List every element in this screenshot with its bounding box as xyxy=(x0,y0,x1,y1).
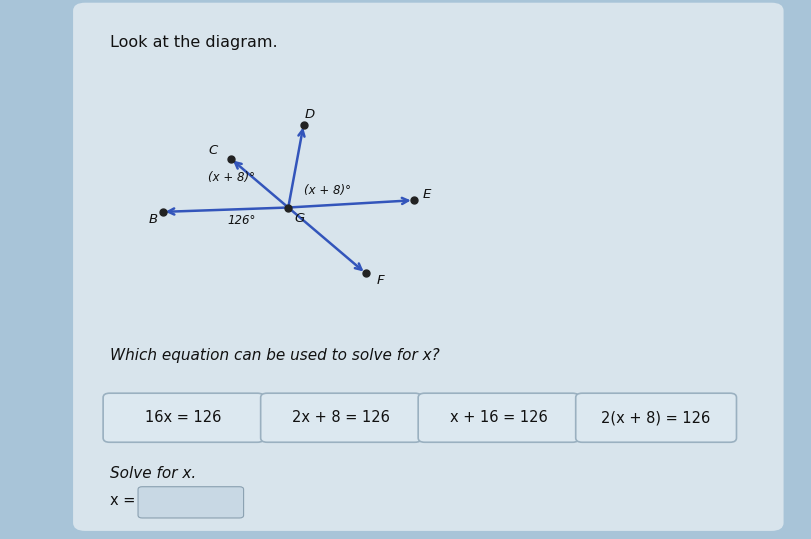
Text: Look at the diagram.: Look at the diagram. xyxy=(109,35,277,50)
Text: D: D xyxy=(305,108,315,121)
Text: E: E xyxy=(422,188,431,202)
Text: 2x + 8 = 126: 2x + 8 = 126 xyxy=(292,410,389,425)
Text: 2(x + 8) = 126: 2(x + 8) = 126 xyxy=(601,410,710,425)
FancyBboxPatch shape xyxy=(138,487,243,518)
Text: F: F xyxy=(376,274,384,287)
Text: 126°: 126° xyxy=(228,215,255,227)
FancyBboxPatch shape xyxy=(73,3,783,531)
Text: Solve for x.: Solve for x. xyxy=(109,466,195,481)
Text: Which equation can be used to solve for x?: Which equation can be used to solve for … xyxy=(109,348,439,363)
Text: C: C xyxy=(208,143,217,156)
FancyBboxPatch shape xyxy=(575,393,736,442)
Text: B: B xyxy=(148,213,157,226)
Text: (x + 8)°: (x + 8)° xyxy=(303,184,350,197)
Text: G: G xyxy=(294,212,304,225)
FancyBboxPatch shape xyxy=(103,393,264,442)
Text: x =: x = xyxy=(109,493,135,508)
FancyBboxPatch shape xyxy=(260,393,421,442)
Text: 16x = 126: 16x = 126 xyxy=(145,410,221,425)
Text: x + 16 = 126: x + 16 = 126 xyxy=(449,410,547,425)
FancyBboxPatch shape xyxy=(418,393,578,442)
Text: (x + 8)°: (x + 8)° xyxy=(208,171,255,184)
